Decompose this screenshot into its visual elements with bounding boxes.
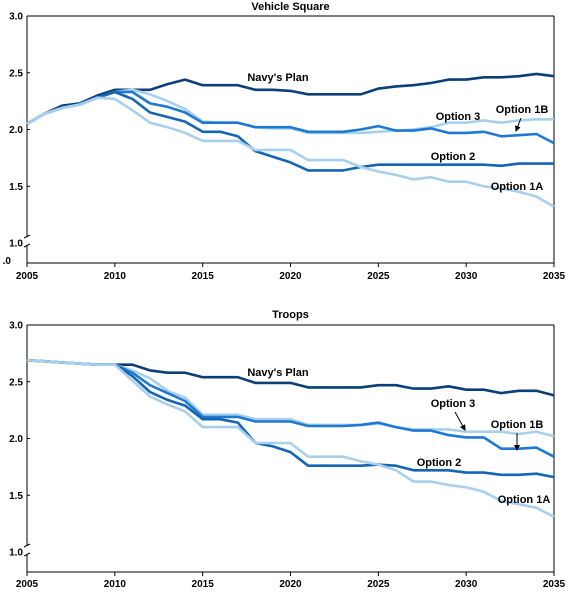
x-tick-label: 2015 — [192, 579, 215, 590]
y-tick-label: 2.5 — [9, 68, 23, 79]
series-label-option-2: Option 2 — [431, 151, 476, 163]
x-tick-label: 2005 — [16, 271, 39, 282]
series-label-navy-s-plan: Navy's Plan — [247, 367, 309, 379]
label-arrow — [514, 117, 522, 132]
series-line-option-2 — [26, 90, 554, 172]
x-tick-label: 2030 — [455, 271, 478, 282]
x-tick-label: 2035 — [543, 271, 566, 282]
chart-panel-1: Vehicle Square 1.0 1.5 2.0 2.5 3.0 .0 2005 2010 2… — [3, 1, 566, 282]
chart-title: Troops — [272, 309, 309, 321]
y-break-label: .0 — [3, 256, 12, 267]
y-tick-label: 1.0 — [9, 239, 23, 250]
label-arrow — [454, 411, 466, 431]
axis-break-mark — [23, 234, 31, 248]
x-tick-label: 2035 — [543, 579, 566, 590]
axis-break-mark — [23, 543, 31, 557]
x-tick-label: 2015 — [192, 271, 215, 282]
x-tick-label: 2010 — [104, 579, 127, 590]
x-tick-label: 2005 — [16, 579, 39, 590]
series-line-option-1a — [26, 96, 555, 208]
y-tick-label: 3.0 — [9, 321, 23, 332]
chart-panel-2: Troops 1.0 1.5 2.0 2.5 3.0 2005 2010 2015 2020 202… — [9, 309, 565, 590]
series-label-option-1a: Option 1A — [491, 181, 544, 193]
x-tick-label: 2030 — [455, 579, 478, 590]
series-label-option-2: Option 2 — [417, 457, 462, 469]
series-label-navy-s-plan: Navy's Plan — [247, 72, 309, 84]
chart-title: Vehicle Square — [251, 1, 329, 13]
y-tick-label: 1.0 — [9, 548, 23, 559]
x-tick-label: 2020 — [279, 579, 302, 590]
y-tick-label: 2.0 — [9, 125, 23, 136]
y-tick-label: 1.5 — [9, 182, 23, 193]
series-line-navy-s-plan — [26, 72, 555, 125]
series-label-option-3: Option 3 — [436, 111, 481, 123]
y-tick-label: 1.5 — [9, 491, 23, 502]
series-label-option-3: Option 3 — [431, 398, 476, 410]
x-tick-label: 2010 — [104, 271, 127, 282]
y-tick-label: 2.5 — [9, 377, 23, 388]
x-tick-label: 2025 — [367, 271, 390, 282]
series-label-option-1b: Option 1B — [496, 104, 549, 116]
series-line-option-1a — [26, 358, 555, 518]
x-tick-label: 2025 — [367, 579, 390, 590]
y-tick-label: 3.0 — [9, 12, 23, 23]
series-label-option-1b: Option 1B — [491, 419, 544, 431]
y-tick-label: 2.0 — [9, 434, 23, 445]
series-label-option-1a: Option 1A — [498, 494, 551, 506]
x-tick-label: 2020 — [279, 271, 302, 282]
